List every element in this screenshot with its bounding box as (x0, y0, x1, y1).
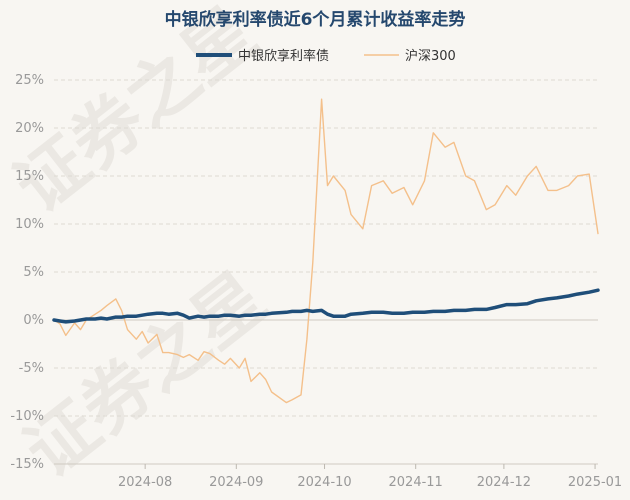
x-tick-label: 2024-12 (477, 475, 531, 490)
legend-item-index[interactable]: 沪深300 (364, 48, 456, 64)
y-tick-label: -15% (10, 457, 44, 472)
x-axis: 2024-08 2024-09 2024-10 2024-11 2024-12 2025-… (54, 463, 622, 490)
series-line-index (53, 98, 599, 404)
x-tick-label: 2024-08 (118, 475, 172, 490)
legend-item-fund[interactable]: 中银欣享利率债 (196, 48, 329, 64)
series (52, 98, 600, 404)
y-tick-label: 20% (15, 121, 44, 136)
y-tick-label: 5% (23, 265, 44, 280)
x-tick-label: 2024-11 (389, 475, 443, 490)
y-axis: 25% 20% 15% 10% 5% 0% -5% -10% -15% (10, 73, 44, 472)
y-tick-label: 0% (23, 313, 44, 328)
y-tick-label: -10% (10, 409, 44, 424)
watermark-top: 证券之星 (0, 0, 271, 228)
legend-label-fund: 中银欣享利率债 (238, 48, 329, 64)
legend: 中银欣享利率债 沪深300 (196, 48, 456, 64)
chart-title: 中银欣享利率债近6个月累计收益率走势 (165, 9, 466, 30)
y-tick-label: 15% (15, 169, 44, 184)
x-tick-label: 2024-09 (209, 475, 263, 490)
legend-label-index: 沪深300 (405, 48, 456, 64)
watermark-bottom: 证券之星 (10, 256, 281, 493)
series-line-fund (52, 288, 600, 324)
y-tick-label: 25% (15, 73, 44, 88)
grid (54, 79, 598, 465)
y-tick-label: 10% (15, 217, 44, 232)
y-tick-label: -5% (19, 361, 44, 376)
x-tick-label: 2024-10 (297, 475, 351, 490)
x-tick-label: 2025-01 (568, 475, 622, 490)
